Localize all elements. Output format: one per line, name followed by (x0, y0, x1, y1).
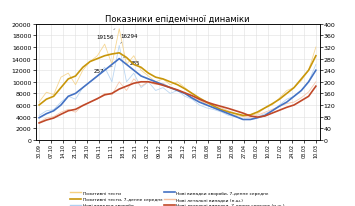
Text: 257: 257 (94, 67, 112, 74)
Text: 16294: 16294 (121, 33, 138, 44)
Text: 285: 285 (123, 58, 141, 66)
Title: Показники епідемічної динаміки: Показники епідемічної динаміки (105, 15, 250, 24)
Legend: Позитивні тести, Позитивні тести, 7-денне середнє, Нові випадки хвороби, Нові ви: Позитивні тести, Позитивні тести, 7-денн… (70, 191, 285, 206)
Text: 19156: 19156 (97, 30, 115, 40)
